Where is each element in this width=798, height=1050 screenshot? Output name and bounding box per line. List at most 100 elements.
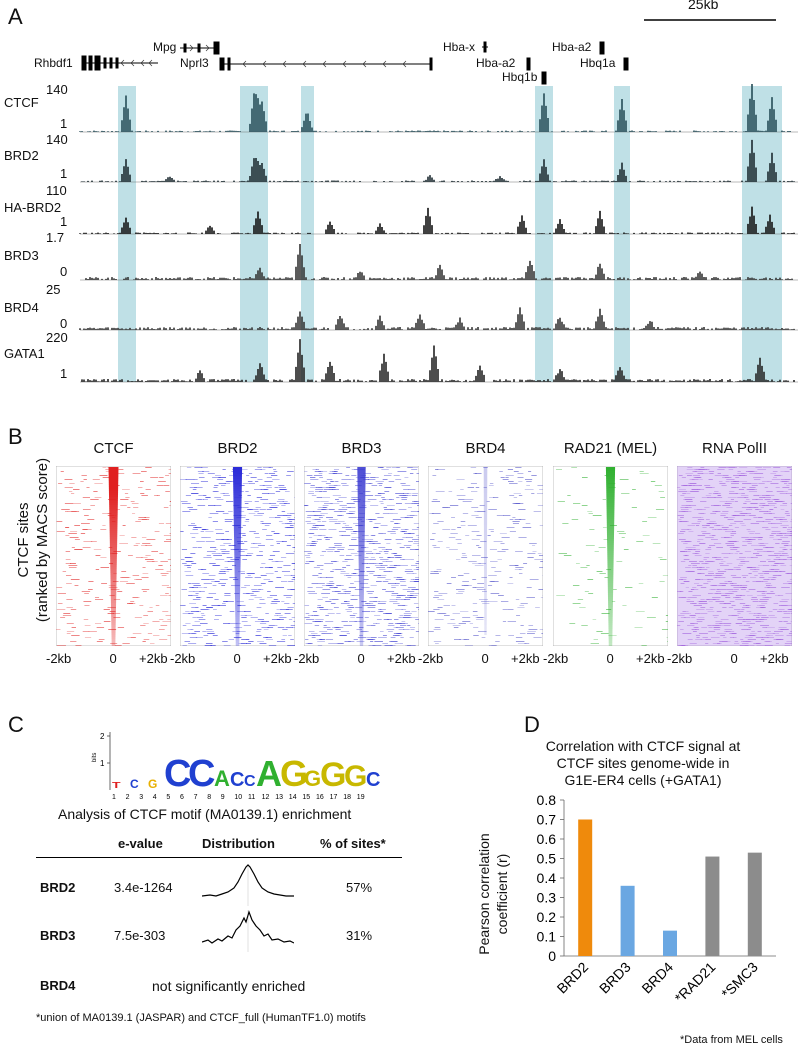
track-max-ctcf: 140	[46, 82, 68, 97]
row-pct-brd2: 57%	[346, 880, 373, 895]
distribution-curve-brd3	[202, 910, 294, 952]
heatmap-0-tick-0: -2kb	[46, 651, 72, 666]
track-signal-3	[80, 243, 798, 281]
y-tick-5: 0.5	[537, 851, 557, 867]
heatmap-0-tick-2: +2kb	[139, 651, 168, 666]
heatmap-title-3: BRD4	[465, 440, 506, 457]
col-header-evalue: e-value	[118, 836, 163, 851]
y-tick-4: 0.4	[537, 870, 557, 886]
svg-text:C: C	[366, 769, 380, 791]
track-name-ctcf: CTCF	[4, 95, 39, 110]
heatmap-5	[677, 466, 792, 646]
track-min-brd2: 1	[60, 166, 68, 181]
heatmap-title-1: BRD2	[217, 440, 258, 457]
heatmap-4-tick-1: 0	[606, 651, 614, 666]
logo-pos-15: 15	[302, 794, 310, 801]
gene-nprl3: Nprl3	[180, 56, 209, 70]
heatmap-4	[553, 466, 668, 646]
svg-text:C: C	[188, 753, 215, 795]
svg-text:G: G	[344, 760, 367, 793]
logo-pos-7: 7	[194, 794, 198, 801]
motif-footnote: *union of MA0139.1 (JASPAR) and CTCF_ful…	[36, 1012, 366, 1024]
track-max-brd3: 1.7	[46, 230, 65, 245]
heatmap-title-4: RAD21 (MEL)	[563, 440, 658, 457]
logo-pos-5: 5	[166, 794, 170, 801]
heatmap-title-5: RNA PolII	[701, 440, 768, 457]
heatmap-3-tick-1: 0	[481, 651, 489, 666]
track-max-brd4: 25	[46, 282, 61, 297]
bar-brd2	[578, 819, 593, 956]
heatmap-5-tick-1: 0	[730, 651, 738, 666]
logo-pos-1: 1	[112, 794, 116, 801]
gene-models	[81, 41, 629, 85]
panel-c-letter: C	[8, 712, 24, 737]
logo-pos-10: 10	[234, 794, 242, 801]
track-min-ctcf: 1	[60, 116, 68, 131]
gene-mpg: Mpg	[153, 40, 177, 54]
bar-smc3	[747, 852, 762, 956]
heatmap-title-0: CTCF	[93, 440, 134, 457]
chart-title-line2: CTCF sites genome-wide in	[556, 755, 730, 771]
svg-text:T: T	[112, 781, 121, 790]
heatmap-3-tick-0: -2kb	[418, 651, 444, 666]
logo-pos-19: 19	[357, 794, 365, 801]
svg-text:G: G	[280, 753, 308, 794]
scale-bar	[644, 19, 776, 21]
heatmap-4-tick-2: +2kb	[636, 651, 665, 666]
chart-ylabel-line2: coefficient (r)	[494, 853, 510, 935]
y-tick-8: 0.8	[537, 792, 557, 808]
heatmap-4-tick-0: -2kb	[543, 651, 569, 666]
col-header-pct: % of sites*	[320, 836, 386, 851]
heatmap-1	[180, 466, 295, 646]
row-brd4-status: not significantly enriched	[152, 978, 306, 994]
track-min-brd4: 0	[60, 316, 68, 331]
track-max-gata1: 220	[46, 330, 68, 345]
track-max-brd2: 140	[46, 132, 68, 147]
heatmap-3-tick-2: +2kb	[511, 651, 540, 666]
chart-footnote: *Data from MEL cells	[680, 1034, 783, 1046]
y-tick-3: 0.3	[537, 890, 557, 906]
row-evalue-brd3: 7.5e-303	[114, 928, 166, 943]
y-tick-1: 0.1	[537, 929, 557, 945]
distribution-curve-brd2	[202, 864, 294, 906]
motif-title: Analysis of CTCF motif (MA0139.1) enrich…	[58, 806, 352, 822]
heatmap-5-tick-2: +2kb	[760, 651, 789, 666]
logo-pos-18: 18	[343, 794, 351, 801]
track-name-brd2: BRD2	[4, 148, 39, 163]
svg-text:A: A	[256, 753, 282, 794]
logo-tick-2: 2	[100, 732, 105, 741]
gene-hba-x: Hba-x	[443, 40, 476, 54]
heatmap-1-tick-1: 0	[233, 651, 241, 666]
heatmap-2-tick-0: -2kb	[294, 651, 320, 666]
scale-bar-label: 25kb	[688, 0, 719, 12]
logo-pos-12: 12	[262, 794, 270, 801]
chart-ylabel-line1: Pearson correlation	[476, 833, 492, 955]
gene-hbq1b: Hbq1b	[502, 70, 538, 84]
panel-a-letter: A	[8, 4, 23, 29]
track-name-ha-brd2: HA-BRD2	[4, 200, 62, 215]
track-name-brd3: BRD3	[4, 248, 39, 263]
heatmap-5-tick-0: -2kb	[667, 651, 693, 666]
track-signal-1	[80, 139, 798, 183]
logo-ylabel: bits	[92, 753, 98, 762]
svg-text:C: C	[164, 753, 191, 795]
x-tick-3: *RAD21	[671, 959, 718, 1006]
chart-title-line3: G1E-ER4 cells (+GATA1)	[564, 772, 722, 788]
logo-pos-16: 16	[316, 794, 324, 801]
row-evalue-brd2: 3.4e-1264	[114, 880, 173, 895]
row-name-brd3: BRD3	[40, 928, 76, 943]
track-signal-0	[79, 84, 798, 133]
panel-d-letter: D	[524, 712, 540, 737]
heatmap-1-tick-0: -2kb	[170, 651, 196, 666]
logo-positions: 1 2 3 4 5 6 7 8 9 10 11 12 13 14 15 16 17 18 19	[112, 794, 365, 801]
y-tick-2: 0.2	[537, 909, 557, 925]
row-name-brd4: BRD4	[40, 978, 76, 993]
chip-seq-tracks	[79, 84, 798, 383]
svg-text:G: G	[320, 756, 346, 794]
heatmap-title-2: BRD3	[341, 440, 382, 457]
track-name-brd4: BRD4	[4, 300, 39, 315]
gene-hba-a2-1: Hba-a2	[476, 56, 516, 70]
y-tick-7: 0.7	[537, 812, 557, 828]
logo-pos-2: 2	[126, 794, 130, 801]
heatmap-2-tick-1: 0	[357, 651, 365, 666]
